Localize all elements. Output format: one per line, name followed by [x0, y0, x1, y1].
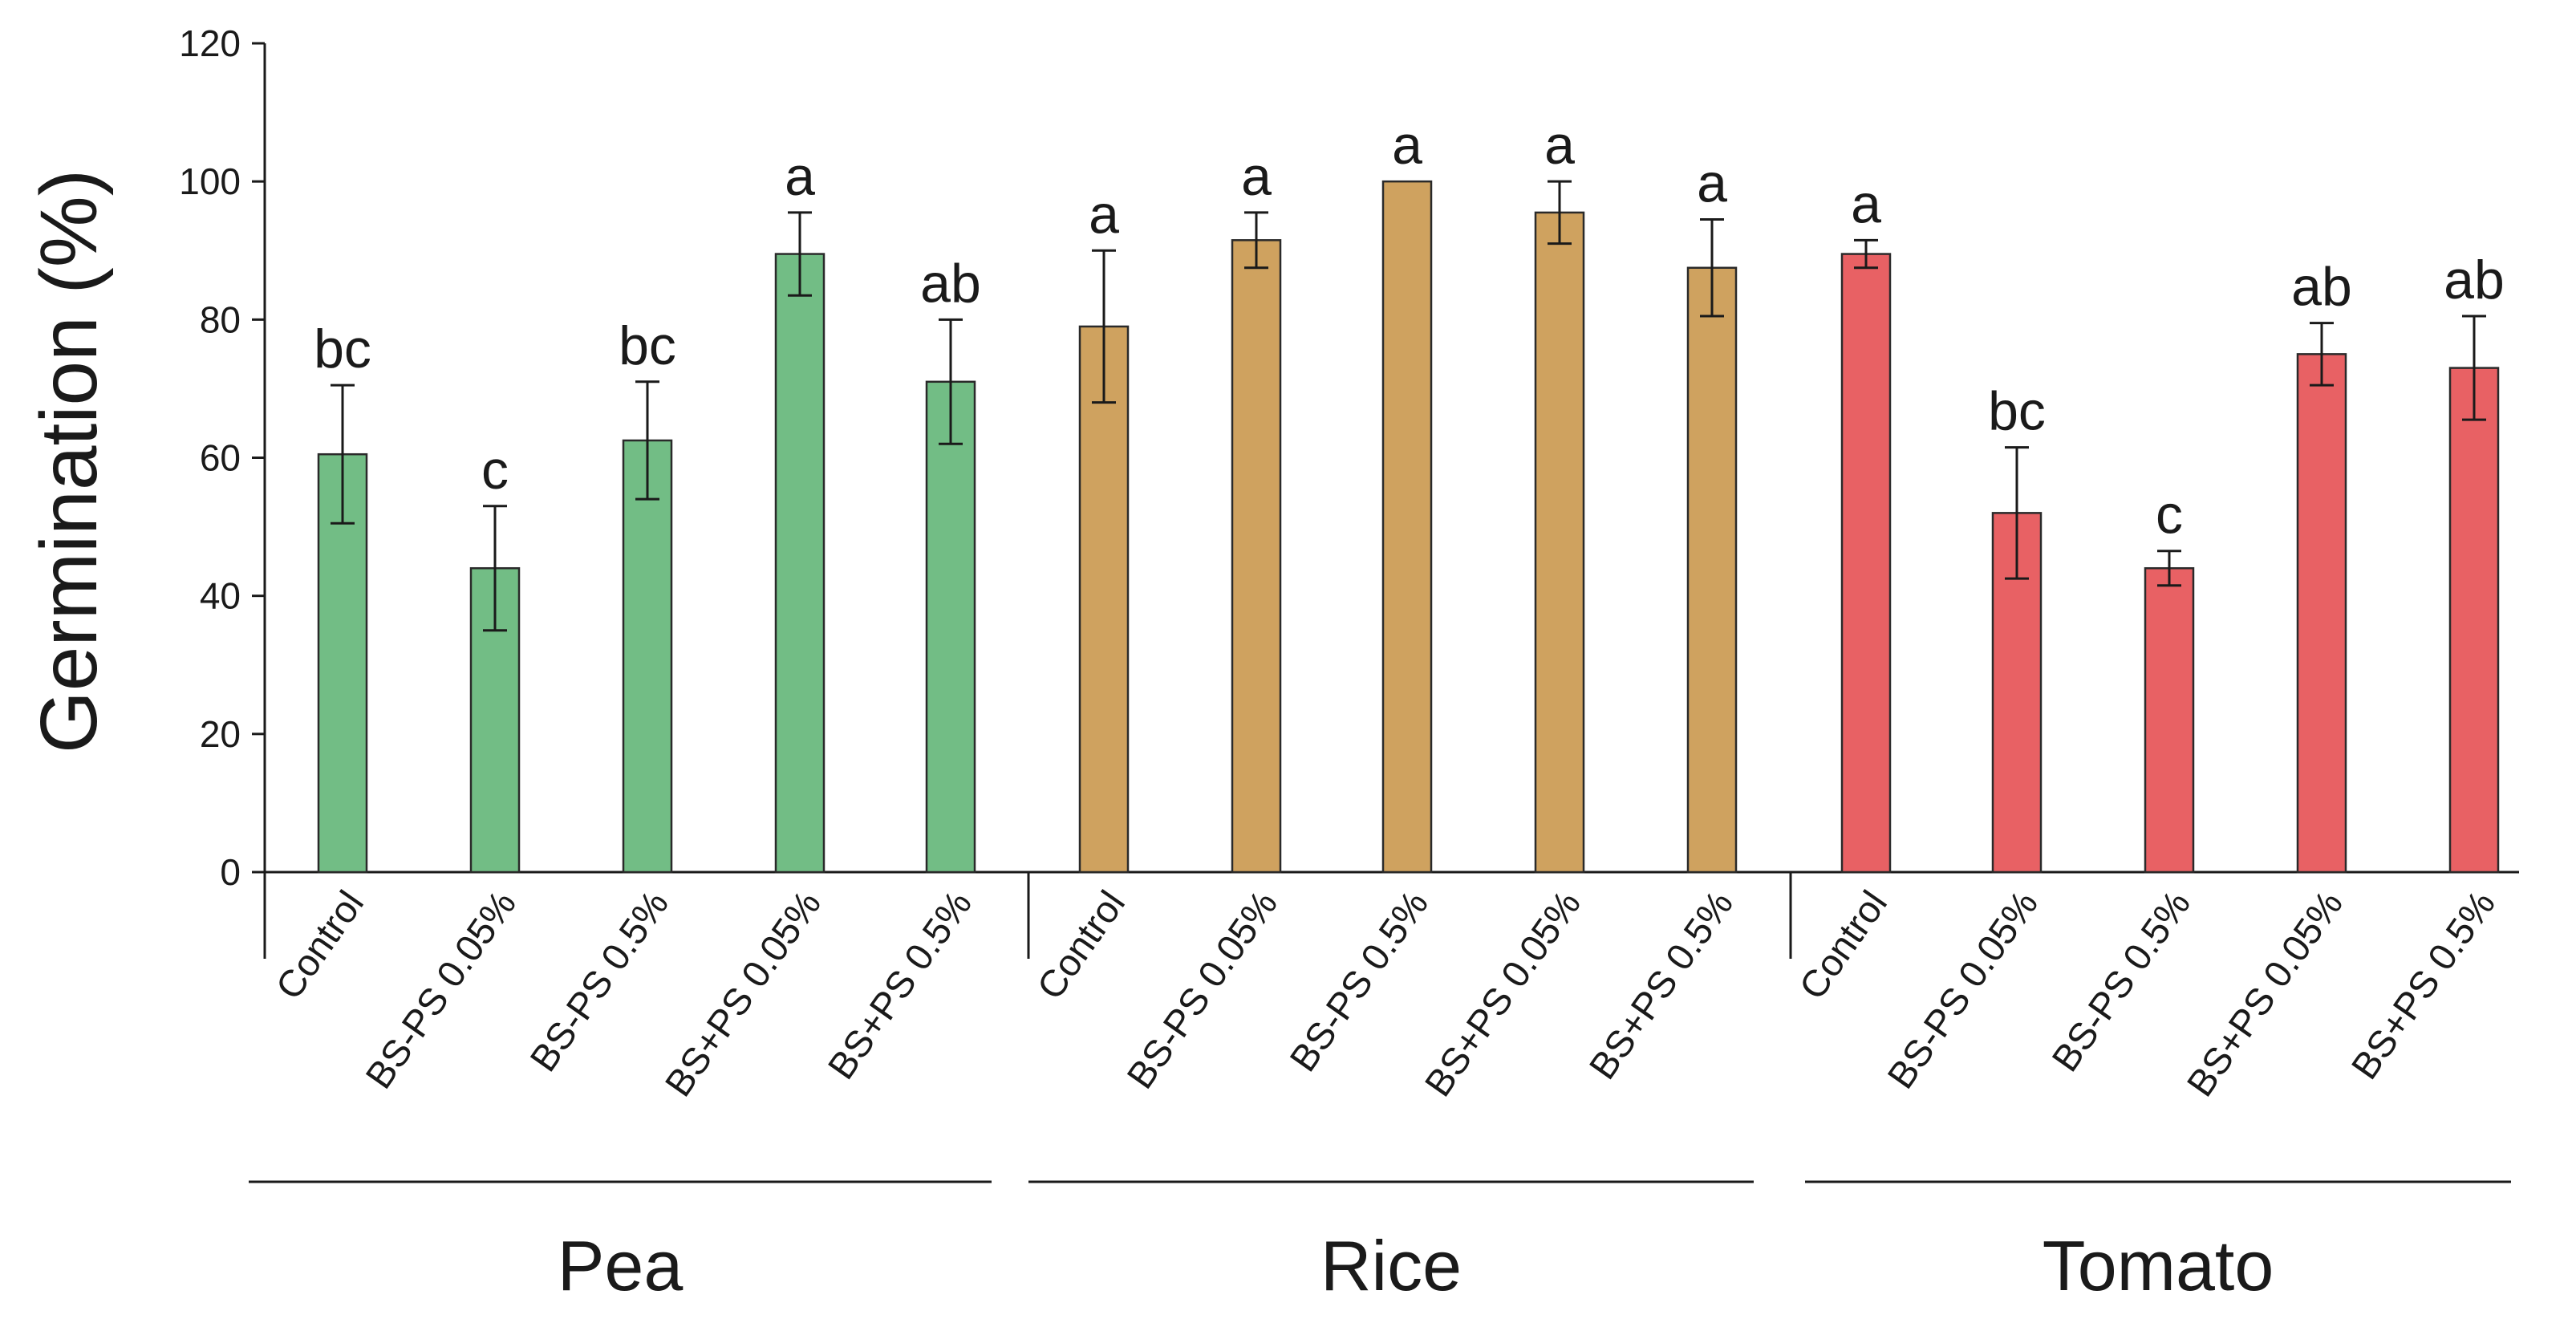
- x-category-label: BS-PS 0.5%: [521, 883, 676, 1078]
- x-category-label: Control: [1791, 883, 1895, 1007]
- x-category-label: BS+PS 0.5%: [2343, 883, 2503, 1086]
- y-tick-label: 120: [179, 22, 241, 64]
- significance-label: a: [1544, 115, 1575, 176]
- significance-label: a: [1089, 184, 1119, 245]
- group-label: Pea: [558, 1226, 684, 1305]
- significance-label: a: [1697, 153, 1727, 214]
- significance-label: c: [481, 440, 509, 501]
- bar: [1381, 180, 1433, 874]
- y-tick-label: 20: [200, 713, 241, 755]
- bar: [2296, 353, 2347, 874]
- bar: [774, 253, 826, 874]
- x-category-label: BS+PS 0.5%: [819, 883, 980, 1086]
- bar: [1534, 211, 1585, 874]
- bar: [2448, 367, 2500, 874]
- significance-label: a: [1392, 115, 1422, 176]
- bar: [1231, 239, 1282, 874]
- group-label: Tomato: [2043, 1226, 2274, 1305]
- significance-label: c: [2156, 485, 2183, 546]
- x-category-label: BS+PS 0.05%: [1416, 883, 1588, 1103]
- x-category-label: BS+PS 0.5%: [1580, 883, 1741, 1086]
- y-tick-label: 0: [220, 851, 241, 893]
- significance-label: ab: [920, 253, 981, 314]
- bar: [1078, 325, 1130, 874]
- x-category-label: Control: [267, 883, 371, 1007]
- bar: [1686, 266, 1738, 874]
- x-category-label: BS-PS 0.05%: [1879, 883, 2046, 1096]
- significance-label: a: [1241, 146, 1272, 207]
- x-category-label: Control: [1028, 883, 1133, 1007]
- significance-label: bc: [619, 315, 676, 376]
- significance-label: bc: [1988, 381, 2046, 442]
- x-category-label: BS+PS 0.05%: [2178, 883, 2351, 1103]
- significance-label: ab: [2444, 250, 2505, 310]
- bar: [1840, 253, 1892, 874]
- significance-label: bc: [314, 319, 371, 379]
- bar: [2144, 566, 2195, 874]
- x-category-label: BS+PS 0.05%: [656, 883, 829, 1103]
- bar: [925, 380, 976, 874]
- y-tick-label: 80: [200, 298, 241, 340]
- bar: [622, 439, 673, 874]
- y-tick-label: 40: [200, 575, 241, 617]
- significance-label: ab: [2291, 257, 2352, 318]
- significance-label: a: [1851, 173, 1881, 234]
- y-tick-label: 100: [179, 160, 241, 202]
- x-category-label: BS-PS 0.5%: [2043, 883, 2198, 1078]
- group-label: Rice: [1320, 1226, 1462, 1305]
- x-category-label: BS-PS 0.5%: [1281, 883, 1436, 1078]
- y-tick-label: 60: [200, 437, 241, 479]
- x-category-label: BS-PS 0.05%: [357, 883, 524, 1096]
- significance-label: a: [785, 146, 815, 207]
- x-category-label: BS-PS 0.05%: [1118, 883, 1285, 1096]
- y-axis-title: Germination (%): [24, 169, 114, 753]
